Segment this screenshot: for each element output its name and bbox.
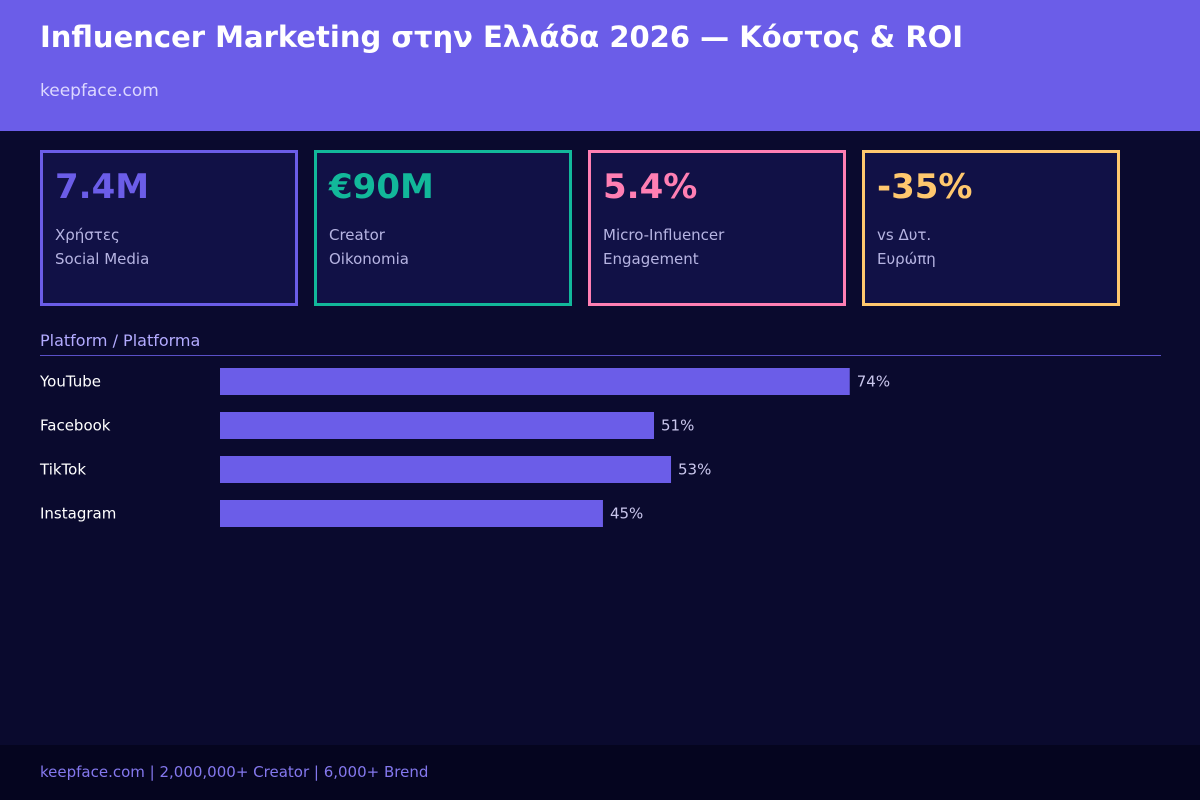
- header-banner: Influencer Marketing στην Ελλάδα 2026 — …: [0, 0, 1200, 131]
- section-divider: [40, 355, 1161, 356]
- chart-title: Platform / Platforma: [40, 331, 201, 350]
- stat-card-cost-comparison: -35% vs Δυτ. Ευρώπη: [862, 150, 1120, 306]
- site-name: keepface.com: [40, 81, 159, 101]
- stat-label-line2: Engagement: [603, 250, 699, 268]
- stat-card-engagement: 5.4% Micro-Influencer Engagement: [588, 150, 846, 306]
- bar-instagram: [220, 500, 603, 527]
- platform-bar-chart: YouTube 74% Facebook 51% TikTok 53% Instagram 4…: [39, 368, 890, 527]
- stat-label: Χρήστες Social Media: [55, 223, 149, 271]
- stat-label-line1: Χρήστες: [55, 226, 120, 244]
- value-label-facebook: 51%: [661, 417, 694, 435]
- stat-label: Creator Oikonomia: [329, 223, 409, 271]
- stat-label-line1: Micro-Influencer: [603, 226, 725, 244]
- stat-label-line2: Oikonomia: [329, 250, 409, 268]
- bar-youtube: [220, 368, 850, 395]
- stat-label-line1: Creator: [329, 226, 385, 244]
- page-title: Influencer Marketing στην Ελλάδα 2026 — …: [40, 20, 964, 54]
- stat-label-line1: vs Δυτ.: [877, 226, 932, 244]
- stat-label-line2: Ευρώπη: [877, 250, 936, 268]
- category-label-instagram: Instagram: [40, 505, 116, 523]
- stat-card-users: 7.4M Χρήστες Social Media: [40, 150, 298, 306]
- bar-facebook: [220, 412, 655, 439]
- stat-label: vs Δυτ. Ευρώπη: [877, 223, 936, 271]
- value-label-youtube: 74%: [857, 373, 890, 391]
- footer: keepface.com | 2,000,000+ Creator | 6,00…: [0, 745, 1200, 800]
- stat-card-creator-economy: €90M Creator Oikonomia: [314, 150, 572, 306]
- value-label-tiktok: 53%: [678, 461, 711, 479]
- footer-text: keepface.com | 2,000,000+ Creator | 6,00…: [40, 763, 429, 781]
- category-label-facebook: Facebook: [40, 417, 111, 435]
- bar-tiktok: [220, 456, 672, 483]
- stat-value: 5.4%: [603, 167, 698, 207]
- stat-label-line2: Social Media: [55, 250, 150, 268]
- category-label-youtube: YouTube: [39, 373, 101, 391]
- stat-value: 7.4M: [55, 167, 150, 207]
- value-label-instagram: 45%: [610, 505, 643, 523]
- stat-label: Micro-Influencer Engagement: [603, 223, 724, 271]
- stat-value: €90M: [329, 167, 434, 207]
- stat-value: -35%: [877, 167, 973, 207]
- category-label-tiktok: TikTok: [39, 461, 86, 479]
